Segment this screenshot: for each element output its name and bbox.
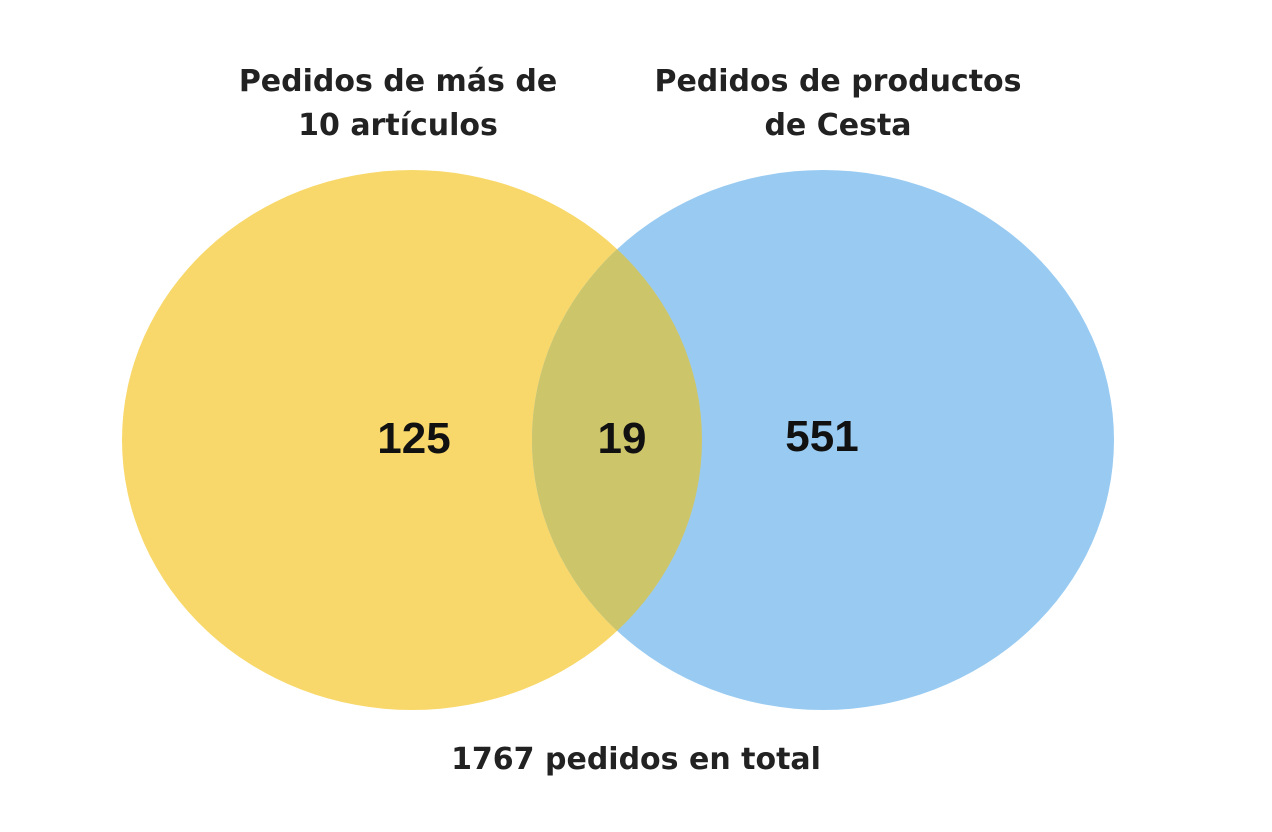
count-right-only: 551 [785,412,859,461]
set-label-left-line-2: 10 artículos [298,108,498,143]
total-caption: 1767 pedidos en total [451,742,821,777]
set-label-right-line-1: Pedidos de productos [654,64,1022,99]
set-label-left: Pedidos de más de 10 artículos [212,60,584,148]
count-overlap: 19 [597,414,647,463]
set-circle-left [122,170,702,710]
set-label-right: Pedidos de productos de Cesta [638,60,1038,148]
set-circle-right [532,170,1114,710]
set-label-right-line-2: de Cesta [764,108,912,143]
set-label-left-line-1: Pedidos de más de [238,64,558,99]
count-left-only: 125 [377,414,451,463]
